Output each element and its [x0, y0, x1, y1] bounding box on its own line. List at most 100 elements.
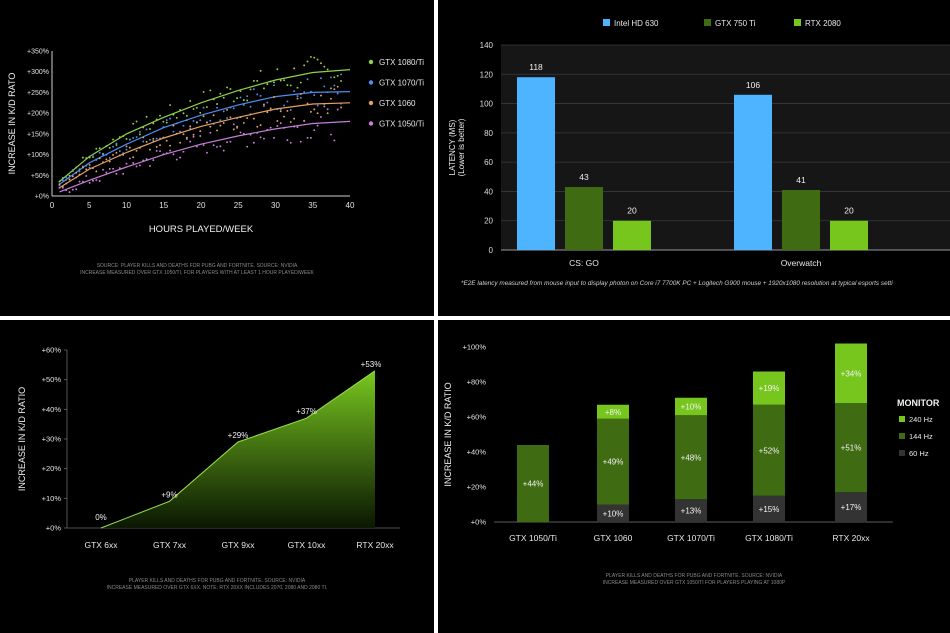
- scatter-point: [273, 136, 275, 139]
- scatter-point: [58, 183, 61, 186]
- scatter-point: [202, 144, 205, 146]
- source-note: INCREASE MEASURED OVER GTX 6XX. NOTE: RT…: [107, 585, 328, 591]
- segment-label: +51%: [841, 444, 862, 453]
- scatter-point: [112, 153, 115, 156]
- scatter-point: [169, 117, 172, 120]
- scatter-point: [319, 94, 322, 97]
- y-axis-title: LATENCY (MS): [448, 119, 457, 175]
- scatter-point: [316, 112, 319, 115]
- scatter-point: [313, 108, 316, 111]
- scatter-point: [269, 107, 272, 110]
- scatter-point: [199, 135, 202, 137]
- area-fill: [101, 370, 375, 528]
- scatter-point: [192, 108, 195, 110]
- latency-bar: [613, 220, 651, 250]
- scatter-point: [246, 117, 249, 119]
- scatter-point: [128, 138, 131, 141]
- kd-ratio-scatter-panel: +0% +50% +100% +150% +200% +250% +300% +350% 0 5 1…: [0, 0, 434, 316]
- category-label: CS: GO: [569, 258, 599, 268]
- scatter-point: [273, 81, 275, 84]
- scatter-point: [159, 144, 161, 147]
- category-label: GTX 1050/Ti: [509, 533, 557, 543]
- scatter-point: [179, 141, 182, 144]
- scatter-point: [252, 141, 255, 144]
- segment-label: +15%: [759, 505, 780, 514]
- scatter-point: [155, 137, 158, 140]
- value-label: +29%: [228, 431, 249, 440]
- legend-marker: [368, 121, 374, 126]
- scatter-point: [92, 156, 94, 158]
- y-tick-label: 60: [484, 158, 493, 167]
- scatter-point: [175, 116, 178, 119]
- segment-label: +34%: [841, 369, 862, 378]
- scatter-point: [319, 116, 322, 118]
- scatter-point: [115, 144, 118, 146]
- scatter-point: [135, 165, 138, 168]
- scatter-point: [333, 76, 336, 79]
- scatter-point: [252, 79, 255, 82]
- category-label: RTX 20xx: [832, 533, 870, 543]
- scatter-point: [222, 110, 225, 113]
- scatter-point: [169, 144, 172, 147]
- legend-swatch: [704, 19, 711, 26]
- scatter-point: [232, 107, 235, 110]
- scatter-point: [165, 119, 168, 122]
- scatter-point: [242, 99, 245, 102]
- y-tick-label: +20%: [42, 464, 62, 473]
- scatter-point: [95, 147, 98, 150]
- scatter-point: [252, 88, 255, 91]
- scatter-point: [81, 156, 84, 159]
- latency-bar: [782, 189, 820, 250]
- scatter-point: [209, 125, 212, 128]
- x-axis-title: HOURS PLAYED/WEEK: [149, 224, 254, 235]
- scatter-point: [102, 168, 104, 171]
- scatter-point: [65, 176, 68, 179]
- scatter-point: [142, 140, 145, 143]
- scatter-point: [340, 79, 343, 82]
- scatter-point: [155, 149, 158, 152]
- scatter-point: [172, 124, 175, 127]
- legend-marker: [368, 100, 374, 106]
- stacked-segment: [835, 403, 867, 493]
- y-tick-label: +60%: [42, 346, 62, 355]
- scatter-point: [132, 137, 135, 139]
- scatter-point: [249, 105, 252, 108]
- legend-label: 240 Hz: [909, 415, 933, 424]
- latency-bar: [734, 94, 772, 251]
- category-label: GTX 9xx: [221, 540, 255, 550]
- scatter-point: [85, 175, 88, 177]
- bar-value-label: 41: [796, 175, 806, 185]
- scatter-point: [155, 146, 158, 148]
- scatter-point: [152, 122, 155, 125]
- scatter-point: [159, 114, 161, 117]
- scatter-point: [199, 119, 202, 122]
- scatter-point: [226, 108, 229, 111]
- scatter-point: [286, 139, 289, 142]
- scatter-point: [209, 131, 212, 134]
- legend-label: 60 Hz: [909, 449, 929, 458]
- y-tick-label: +100%: [462, 343, 486, 352]
- scatter-point: [125, 162, 128, 165]
- scatter-point: [293, 67, 296, 70]
- scatter-point: [232, 123, 235, 126]
- scatter-point: [112, 145, 115, 148]
- scatter-point: [259, 94, 262, 97]
- category-label: GTX 1080/Ti: [745, 533, 793, 543]
- scatter-point: [303, 64, 306, 67]
- scatter-point: [279, 122, 282, 125]
- scatter-point: [185, 137, 188, 140]
- bar-value-label: 20: [627, 206, 637, 216]
- y-tick-label: 100: [480, 100, 494, 109]
- legend-swatch: [899, 416, 905, 422]
- kd-generation-area-chart: +0% +10% +20% +30% +40% +50% +60% GTX 6xx 0% GTX …: [17, 346, 400, 591]
- scatter-point: [149, 148, 151, 151]
- legend-marker: [368, 80, 374, 85]
- y-tick-label: +20%: [467, 483, 487, 492]
- value-label: 0%: [95, 513, 107, 522]
- category-label: GTX 6xx: [84, 540, 118, 550]
- scatter-point: [306, 78, 309, 81]
- scatter-point: [259, 136, 262, 139]
- scatter-point: [216, 103, 218, 105]
- scatter-point: [145, 115, 148, 118]
- scatter-point: [169, 104, 172, 107]
